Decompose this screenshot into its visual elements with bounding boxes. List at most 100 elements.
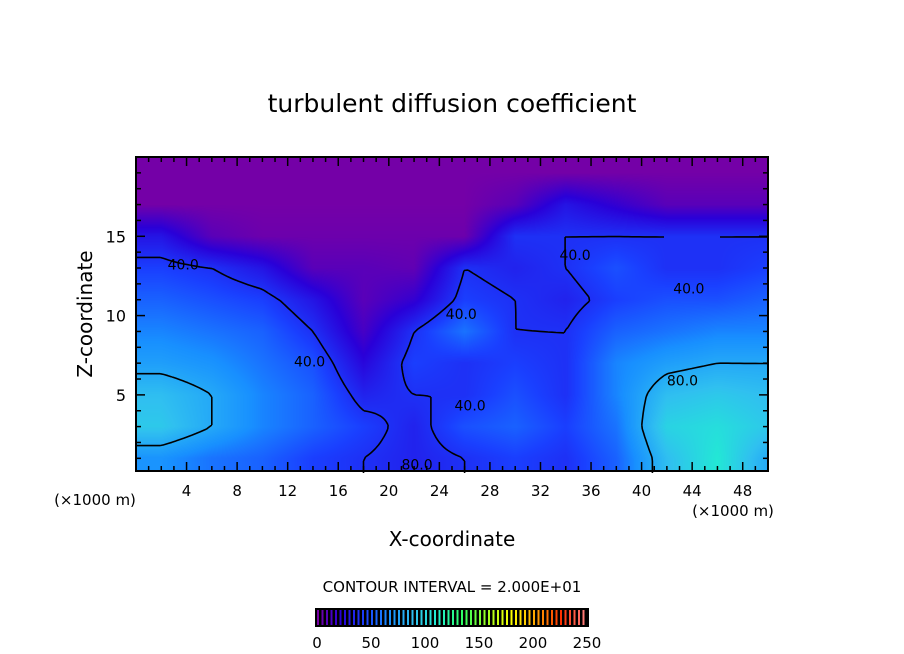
colorbar-stripe: [335, 610, 337, 625]
colorbar-stripe: [438, 610, 441, 625]
colorbar-stripes: [317, 610, 585, 625]
colorbar-stripe: [465, 610, 468, 625]
colorbar-stripe: [326, 610, 328, 625]
colorbar-tick-label: 0: [312, 634, 322, 652]
colorbar: 0 50 100 150 200 250: [312, 608, 601, 652]
contour-interval-text: CONTOUR INTERVAL = 2.000E+01: [323, 578, 582, 596]
colorbar-stripe: [447, 610, 450, 625]
colorbar-stripe: [380, 610, 382, 625]
colorbar-stripe: [384, 610, 387, 625]
colorbar-stripe: [366, 610, 369, 625]
colorbar-stripe: [420, 610, 423, 625]
y-axis-ticks: 5 10 15: [106, 172, 768, 460]
colorbar-stripe: [339, 610, 342, 625]
colorbar-stripe: [551, 610, 553, 625]
contour-line-80: [136, 362, 769, 473]
colorbar-stripe: [474, 610, 477, 625]
colorbar-stripe: [479, 610, 481, 625]
x-axis-label: X-coordinate: [389, 527, 516, 551]
colorbar-stripe: [470, 610, 472, 625]
colorbar-stripe: [524, 610, 526, 625]
colorbar-stripe: [425, 610, 427, 625]
colorbar-stripe: [573, 610, 576, 625]
colorbar-stripe: [443, 610, 445, 625]
colorbar-stripe: [564, 610, 567, 625]
x-tick-label: 36: [581, 482, 600, 500]
colorbar-stripe: [353, 610, 355, 625]
colorbar-stripe: [371, 610, 373, 625]
chart-title: turbulent diffusion coefficient: [268, 89, 637, 118]
y-axis-label: Z-coordinate: [73, 250, 97, 377]
colorbar-stripe: [362, 610, 364, 625]
contour-label: 40.0: [455, 399, 486, 415]
contour-label: 40.0: [673, 281, 704, 297]
colorbar-stripe: [429, 610, 432, 625]
colorbar-stripe: [582, 610, 585, 625]
colorbar-stripe: [578, 610, 580, 625]
contour-label: 40.0: [168, 258, 199, 274]
colorbar-stripe: [416, 610, 418, 625]
colorbar-stripe: [506, 610, 508, 625]
contour-line-40: [136, 235, 768, 473]
x-tick-label: 24: [430, 482, 449, 500]
colorbar-stripe: [492, 610, 495, 625]
colorbar-stripe: [411, 610, 414, 625]
x-tick-label: 44: [683, 482, 702, 500]
colorbar-stripe: [456, 610, 459, 625]
colorbar-stripe: [348, 610, 351, 625]
colorbar-stripe: [317, 610, 319, 625]
contour-label: 40.0: [559, 248, 590, 264]
colorbar-stripe: [546, 610, 549, 625]
x-tick-label: 28: [480, 482, 499, 500]
contour-label: 80.0: [667, 373, 698, 389]
contour-lines: [136, 235, 769, 473]
colorbar-stripe: [555, 610, 558, 625]
colorbar-stripe: [515, 610, 517, 625]
colorbar-stripe: [461, 610, 463, 625]
colorbar-stripe: [393, 610, 396, 625]
colorbar-stripe: [533, 610, 535, 625]
colorbar-stripe: [537, 610, 540, 625]
x-tick-label: 48: [733, 482, 752, 500]
x-tick-label: 20: [379, 482, 398, 500]
colorbar-tick-label: 200: [519, 634, 548, 652]
x-tick-label: 8: [232, 482, 242, 500]
x-axis-ticks: 4 8 12 16 20 24 28 32 36 40 44 48: [147, 157, 757, 500]
colorbar-tick-label: 250: [573, 634, 602, 652]
colorbar-tick-label: 150: [465, 634, 494, 652]
x-unit-left: (×1000 m): [54, 491, 136, 509]
heatmap-field: [136, 157, 768, 471]
colorbar-stripe: [407, 610, 409, 625]
colorbar-stripe: [344, 610, 346, 625]
colorbar-stripe: [483, 610, 486, 625]
colorbar-stripe: [398, 610, 400, 625]
colorbar-stripe: [375, 610, 378, 625]
x-tick-label: 12: [278, 482, 297, 500]
contour-label: 80.0: [401, 457, 432, 473]
colorbar-stripe: [510, 610, 513, 625]
colorbar-stripe: [488, 610, 490, 625]
y-tick-label: 10: [106, 307, 126, 326]
colorbar-tick-label: 50: [361, 634, 380, 652]
colorbar-stripe: [497, 610, 499, 625]
colorbar-stripe: [321, 610, 324, 625]
colorbar-stripe: [569, 610, 571, 625]
x-unit-right: (×1000 m): [692, 502, 774, 520]
x-tick-label: 40: [632, 482, 651, 500]
colorbar-stripe: [434, 610, 436, 625]
colorbar-stripe: [389, 610, 391, 625]
x-tick-label: 16: [329, 482, 348, 500]
colorbar-stripe: [330, 610, 333, 625]
contour-label: 40.0: [294, 354, 325, 370]
colorbar-tick-label: 100: [411, 634, 440, 652]
y-tick-label: 5: [116, 386, 126, 405]
colorbar-stripe: [402, 610, 405, 625]
colorbar-stripe: [357, 610, 360, 625]
colorbar-stripe: [542, 610, 544, 625]
x-tick-label: 4: [182, 482, 192, 500]
colorbar-stripe: [452, 610, 454, 625]
colorbar-stripe: [528, 610, 531, 625]
y-tick-label: 15: [106, 227, 126, 246]
contour-labels: 40.0 40.0 40.0 40.0 40.0 40.0 80.0 80.0: [168, 248, 705, 473]
